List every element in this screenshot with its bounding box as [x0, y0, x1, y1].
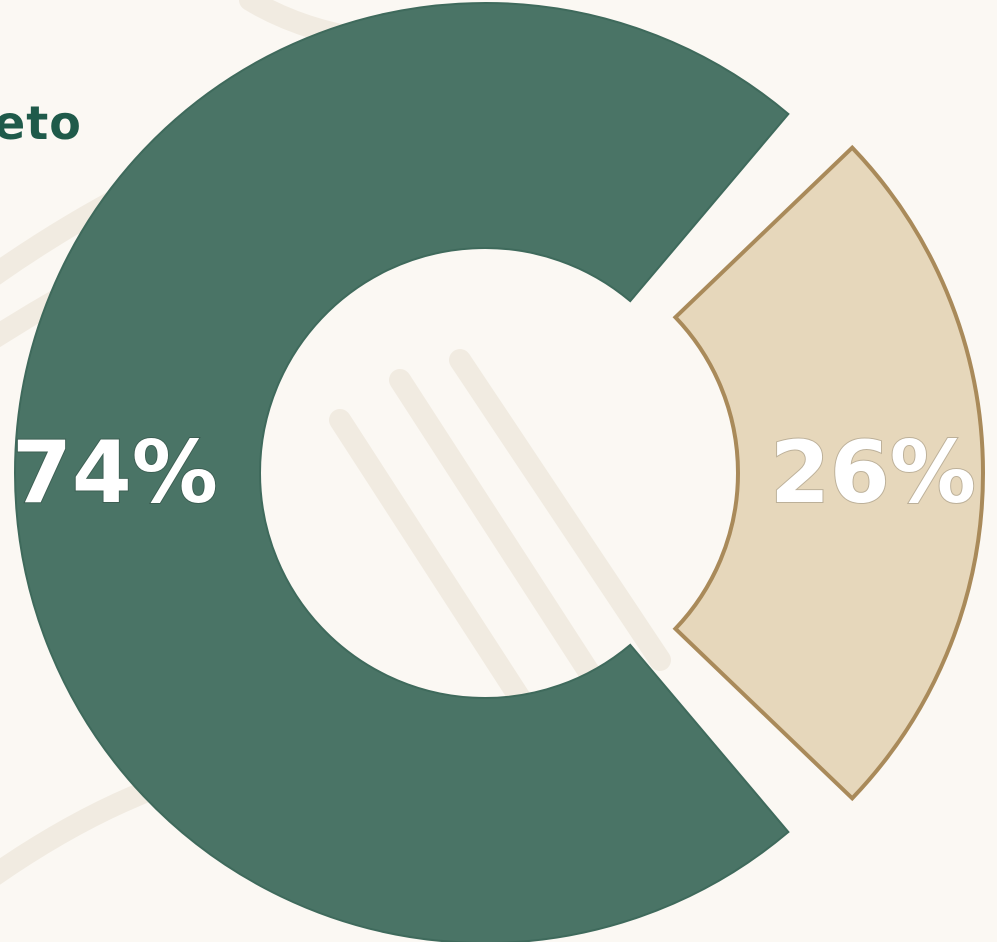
- donut-slice-74: [14, 2, 790, 942]
- donut-slice-26: [672, 144, 985, 802]
- cropped-title-text: eto: [0, 96, 82, 150]
- slice-label-26: 26%: [770, 423, 976, 523]
- slice-label-74: 74%: [12, 423, 218, 523]
